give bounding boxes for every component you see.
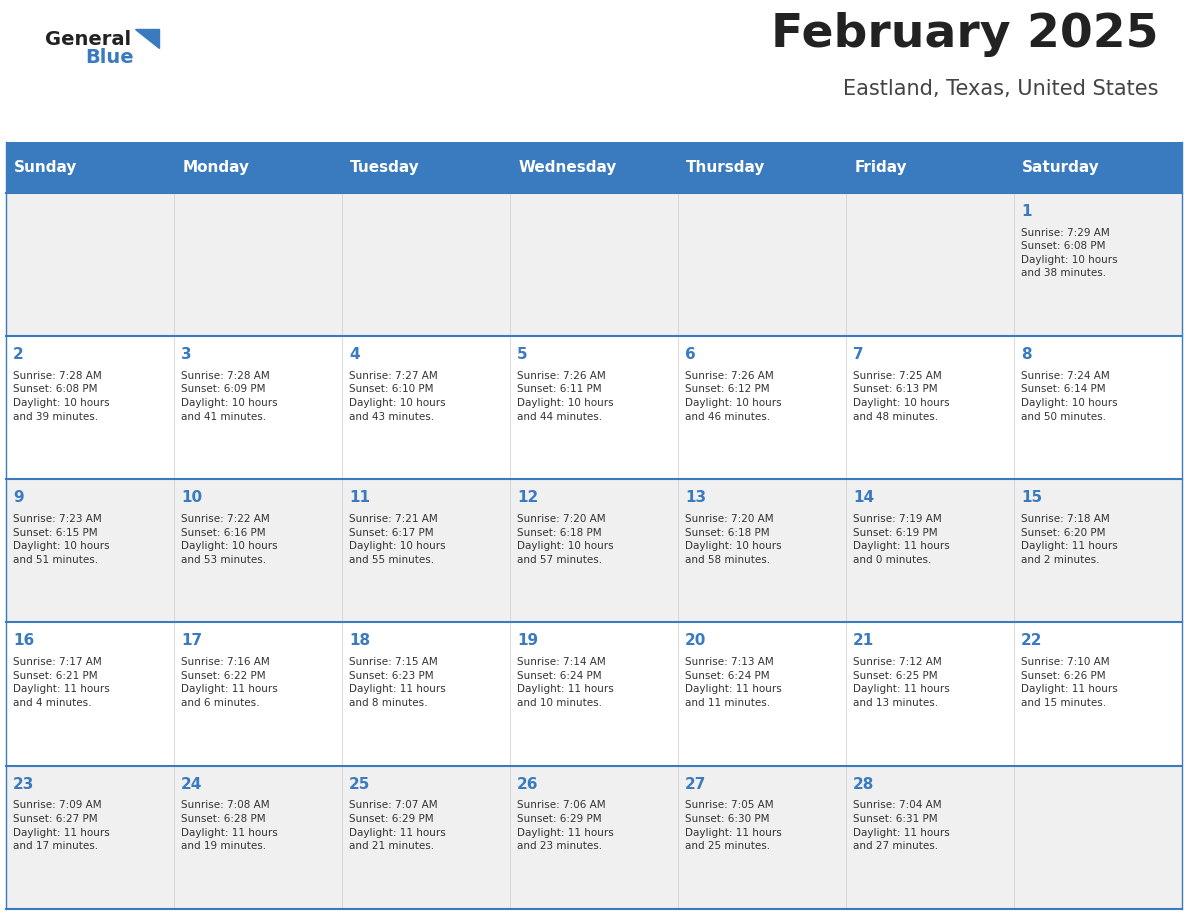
Text: Sunrise: 7:14 AM
Sunset: 6:24 PM
Daylight: 11 hours
and 10 minutes.: Sunrise: 7:14 AM Sunset: 6:24 PM Dayligh… xyxy=(517,657,614,708)
Text: Monday: Monday xyxy=(182,160,249,175)
Text: General: General xyxy=(45,30,131,49)
Text: Sunrise: 7:04 AM
Sunset: 6:31 PM
Daylight: 11 hours
and 27 minutes.: Sunrise: 7:04 AM Sunset: 6:31 PM Dayligh… xyxy=(853,800,950,851)
Text: 13: 13 xyxy=(685,490,706,505)
Bar xyxy=(6,766,1182,909)
Text: Sunrise: 7:24 AM
Sunset: 6:14 PM
Daylight: 10 hours
and 50 minutes.: Sunrise: 7:24 AM Sunset: 6:14 PM Dayligh… xyxy=(1022,371,1118,421)
Text: 9: 9 xyxy=(13,490,24,505)
Text: Sunrise: 7:20 AM
Sunset: 6:18 PM
Daylight: 10 hours
and 57 minutes.: Sunrise: 7:20 AM Sunset: 6:18 PM Dayligh… xyxy=(517,514,614,565)
Text: 16: 16 xyxy=(13,633,34,648)
Text: 5: 5 xyxy=(517,347,527,362)
Text: Sunrise: 7:10 AM
Sunset: 6:26 PM
Daylight: 11 hours
and 15 minutes.: Sunrise: 7:10 AM Sunset: 6:26 PM Dayligh… xyxy=(1022,657,1118,708)
Text: Sunrise: 7:26 AM
Sunset: 6:11 PM
Daylight: 10 hours
and 44 minutes.: Sunrise: 7:26 AM Sunset: 6:11 PM Dayligh… xyxy=(517,371,614,421)
Text: 17: 17 xyxy=(181,633,202,648)
Text: 3: 3 xyxy=(181,347,191,362)
Bar xyxy=(6,142,1182,193)
Text: 27: 27 xyxy=(685,777,707,791)
Bar xyxy=(6,193,1182,336)
Text: 10: 10 xyxy=(181,490,202,505)
Text: Sunday: Sunday xyxy=(14,160,77,175)
Text: 25: 25 xyxy=(349,777,371,791)
Text: Sunrise: 7:25 AM
Sunset: 6:13 PM
Daylight: 10 hours
and 48 minutes.: Sunrise: 7:25 AM Sunset: 6:13 PM Dayligh… xyxy=(853,371,949,421)
Text: Sunrise: 7:23 AM
Sunset: 6:15 PM
Daylight: 10 hours
and 51 minutes.: Sunrise: 7:23 AM Sunset: 6:15 PM Dayligh… xyxy=(13,514,109,565)
Text: Sunrise: 7:13 AM
Sunset: 6:24 PM
Daylight: 11 hours
and 11 minutes.: Sunrise: 7:13 AM Sunset: 6:24 PM Dayligh… xyxy=(685,657,782,708)
Text: 24: 24 xyxy=(181,777,202,791)
Text: February 2025: February 2025 xyxy=(771,12,1158,58)
Text: 14: 14 xyxy=(853,490,874,505)
Polygon shape xyxy=(135,29,159,48)
Text: Sunrise: 7:15 AM
Sunset: 6:23 PM
Daylight: 11 hours
and 8 minutes.: Sunrise: 7:15 AM Sunset: 6:23 PM Dayligh… xyxy=(349,657,446,708)
Text: Sunrise: 7:05 AM
Sunset: 6:30 PM
Daylight: 11 hours
and 25 minutes.: Sunrise: 7:05 AM Sunset: 6:30 PM Dayligh… xyxy=(685,800,782,851)
Text: Sunrise: 7:17 AM
Sunset: 6:21 PM
Daylight: 11 hours
and 4 minutes.: Sunrise: 7:17 AM Sunset: 6:21 PM Dayligh… xyxy=(13,657,109,708)
Text: Sunrise: 7:12 AM
Sunset: 6:25 PM
Daylight: 11 hours
and 13 minutes.: Sunrise: 7:12 AM Sunset: 6:25 PM Dayligh… xyxy=(853,657,950,708)
Bar xyxy=(6,336,1182,479)
Text: 1: 1 xyxy=(1022,204,1031,218)
Text: Sunrise: 7:28 AM
Sunset: 6:09 PM
Daylight: 10 hours
and 41 minutes.: Sunrise: 7:28 AM Sunset: 6:09 PM Dayligh… xyxy=(181,371,278,421)
Text: Tuesday: Tuesday xyxy=(350,160,421,175)
Text: Blue: Blue xyxy=(86,49,134,67)
Text: Sunrise: 7:28 AM
Sunset: 6:08 PM
Daylight: 10 hours
and 39 minutes.: Sunrise: 7:28 AM Sunset: 6:08 PM Dayligh… xyxy=(13,371,109,421)
Bar xyxy=(6,479,1182,622)
Text: Sunrise: 7:09 AM
Sunset: 6:27 PM
Daylight: 11 hours
and 17 minutes.: Sunrise: 7:09 AM Sunset: 6:27 PM Dayligh… xyxy=(13,800,109,851)
Text: 15: 15 xyxy=(1022,490,1042,505)
Text: 8: 8 xyxy=(1022,347,1032,362)
Text: Eastland, Texas, United States: Eastland, Texas, United States xyxy=(842,79,1158,99)
Text: 28: 28 xyxy=(853,777,874,791)
Text: Wednesday: Wednesday xyxy=(518,160,617,175)
Text: Sunrise: 7:07 AM
Sunset: 6:29 PM
Daylight: 11 hours
and 21 minutes.: Sunrise: 7:07 AM Sunset: 6:29 PM Dayligh… xyxy=(349,800,446,851)
Text: 20: 20 xyxy=(685,633,707,648)
Text: Sunrise: 7:08 AM
Sunset: 6:28 PM
Daylight: 11 hours
and 19 minutes.: Sunrise: 7:08 AM Sunset: 6:28 PM Dayligh… xyxy=(181,800,278,851)
Text: 7: 7 xyxy=(853,347,864,362)
Text: 6: 6 xyxy=(685,347,696,362)
Text: 4: 4 xyxy=(349,347,360,362)
Text: 18: 18 xyxy=(349,633,371,648)
Text: Sunrise: 7:29 AM
Sunset: 6:08 PM
Daylight: 10 hours
and 38 minutes.: Sunrise: 7:29 AM Sunset: 6:08 PM Dayligh… xyxy=(1022,228,1118,278)
Text: Sunrise: 7:18 AM
Sunset: 6:20 PM
Daylight: 11 hours
and 2 minutes.: Sunrise: 7:18 AM Sunset: 6:20 PM Dayligh… xyxy=(1022,514,1118,565)
Text: Sunrise: 7:27 AM
Sunset: 6:10 PM
Daylight: 10 hours
and 43 minutes.: Sunrise: 7:27 AM Sunset: 6:10 PM Dayligh… xyxy=(349,371,446,421)
Text: 21: 21 xyxy=(853,633,874,648)
Text: Saturday: Saturday xyxy=(1023,160,1100,175)
Text: Sunrise: 7:21 AM
Sunset: 6:17 PM
Daylight: 10 hours
and 55 minutes.: Sunrise: 7:21 AM Sunset: 6:17 PM Dayligh… xyxy=(349,514,446,565)
Text: Sunrise: 7:26 AM
Sunset: 6:12 PM
Daylight: 10 hours
and 46 minutes.: Sunrise: 7:26 AM Sunset: 6:12 PM Dayligh… xyxy=(685,371,782,421)
Text: 23: 23 xyxy=(13,777,34,791)
Text: Sunrise: 7:20 AM
Sunset: 6:18 PM
Daylight: 10 hours
and 58 minutes.: Sunrise: 7:20 AM Sunset: 6:18 PM Dayligh… xyxy=(685,514,782,565)
Text: Sunrise: 7:16 AM
Sunset: 6:22 PM
Daylight: 11 hours
and 6 minutes.: Sunrise: 7:16 AM Sunset: 6:22 PM Dayligh… xyxy=(181,657,278,708)
Text: 12: 12 xyxy=(517,490,538,505)
Text: Sunrise: 7:22 AM
Sunset: 6:16 PM
Daylight: 10 hours
and 53 minutes.: Sunrise: 7:22 AM Sunset: 6:16 PM Dayligh… xyxy=(181,514,278,565)
Text: Thursday: Thursday xyxy=(687,160,766,175)
Text: 22: 22 xyxy=(1022,633,1043,648)
Text: Sunrise: 7:19 AM
Sunset: 6:19 PM
Daylight: 11 hours
and 0 minutes.: Sunrise: 7:19 AM Sunset: 6:19 PM Dayligh… xyxy=(853,514,950,565)
Text: 11: 11 xyxy=(349,490,371,505)
Bar xyxy=(6,622,1182,766)
Text: 19: 19 xyxy=(517,633,538,648)
Text: 2: 2 xyxy=(13,347,24,362)
Text: Sunrise: 7:06 AM
Sunset: 6:29 PM
Daylight: 11 hours
and 23 minutes.: Sunrise: 7:06 AM Sunset: 6:29 PM Dayligh… xyxy=(517,800,614,851)
Text: 26: 26 xyxy=(517,777,538,791)
Text: Friday: Friday xyxy=(854,160,906,175)
